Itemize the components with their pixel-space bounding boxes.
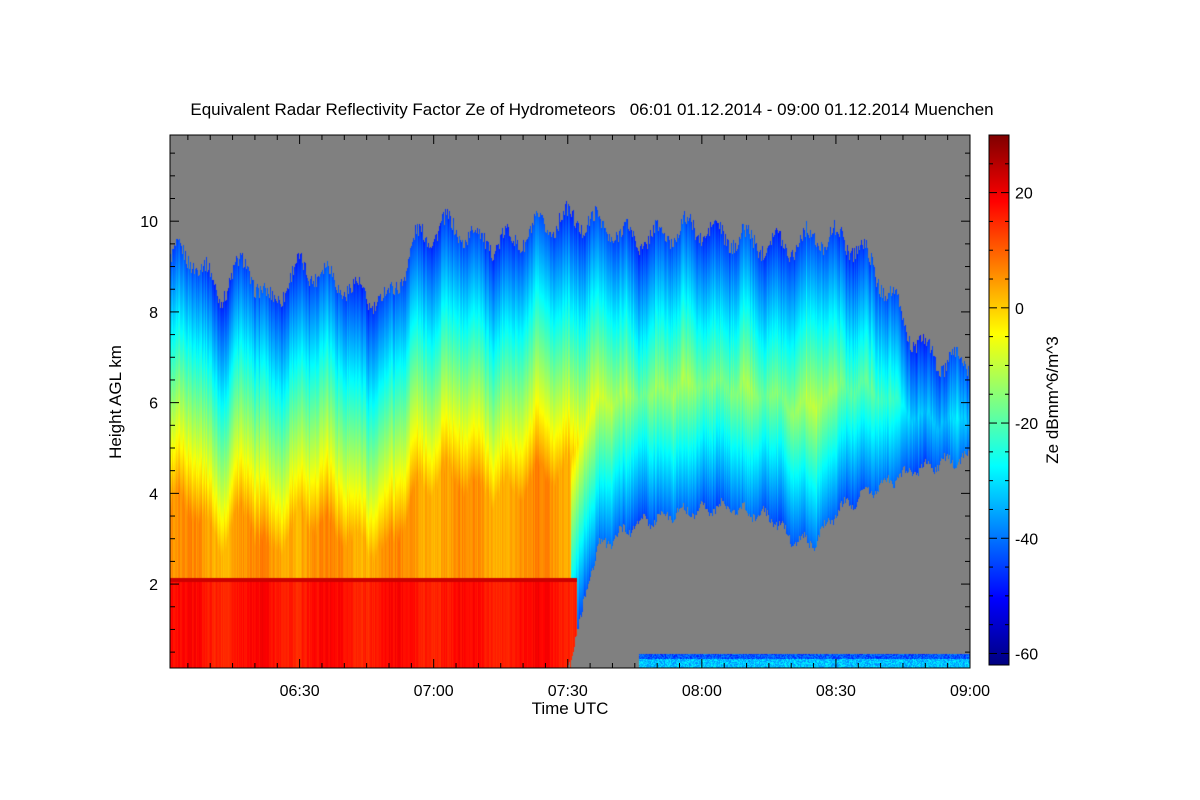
colorbar-tick-label: 0 [1015,301,1024,318]
colorbar-tick-label: -60 [1015,646,1038,663]
y-axis: 2 4 6 8 10 [140,152,970,653]
plot-frame [169,134,971,669]
y-tick-label: 10 [140,214,158,231]
y-tick-label: 8 [149,305,158,322]
y-tick-label: 4 [149,486,158,503]
x-tick-label: 09:00 [950,683,990,700]
colorbar [988,134,1010,666]
colorbar-label: Ze dBmm^6/m^3 [1043,336,1062,463]
plot-area [170,135,970,668]
colorbar-tick-label: -40 [1015,531,1038,548]
x-tick-label: 06:30 [280,683,320,700]
x-axis: 06:30 07:00 07:30 08:00 08:30 09:00 [187,135,990,700]
chart-title: Equivalent Radar Reflectivity Factor Ze … [190,100,993,119]
y-tick-label: 2 [149,577,158,594]
x-tick-label: 08:00 [682,683,722,700]
colorbar-tick-label: 20 [1015,186,1033,203]
x-tick-label: 07:30 [548,683,588,700]
y-axis-label: Height AGL km [106,345,125,459]
colorbar-axis: 20 0 -20 -40 -60 [989,134,1038,663]
x-tick-label: 08:30 [816,683,856,700]
y-tick-label: 6 [149,396,158,413]
x-tick-label: 07:00 [414,683,454,700]
x-axis-label: Time UTC [532,699,609,718]
colorbar-tick-label: -20 [1015,416,1038,433]
reflectivity-heatmap [170,135,970,668]
